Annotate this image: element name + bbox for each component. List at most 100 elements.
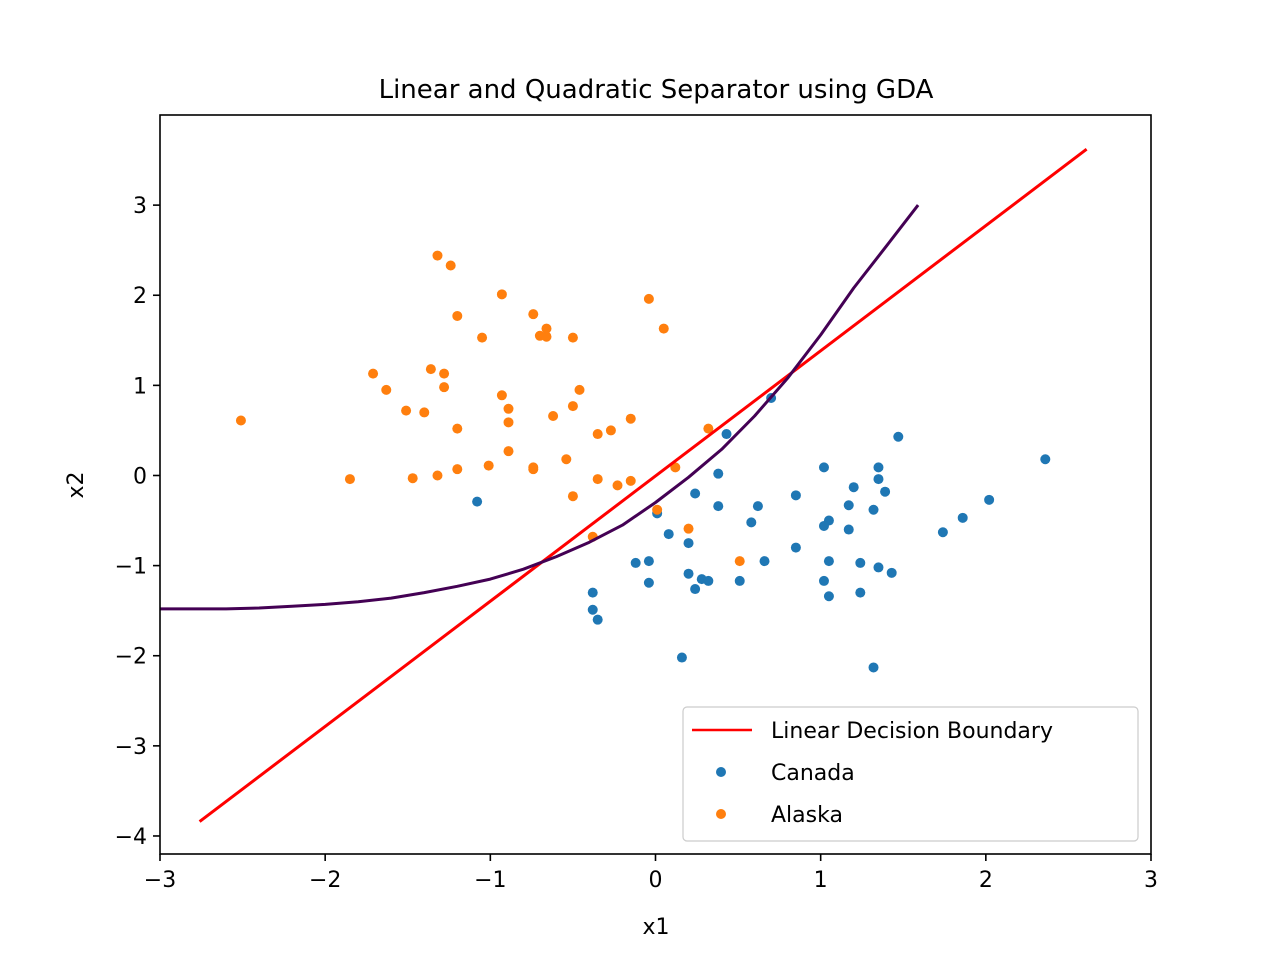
canada-point	[818, 520, 829, 531]
alaska-point	[625, 413, 636, 424]
canada-point	[676, 652, 687, 663]
legend-label-linear: Linear Decision Boundary	[771, 719, 1053, 744]
y-tick-label: −1	[115, 555, 147, 580]
alaska-point	[612, 480, 623, 491]
alaska-point	[452, 464, 463, 475]
alaska-point	[344, 474, 355, 485]
alaska-point	[368, 368, 379, 379]
alaska-point	[407, 473, 418, 484]
alaska-point	[452, 310, 463, 321]
alaska-point	[658, 323, 669, 334]
x-tick-label: −2	[309, 868, 341, 893]
y-tick-label: 3	[133, 194, 147, 219]
canada-point	[873, 462, 884, 473]
alaska-point	[670, 462, 681, 473]
canada-point	[587, 604, 598, 615]
legend-label-alaska: Alaska	[771, 803, 843, 828]
canada-point	[848, 482, 859, 493]
alaska-point	[496, 390, 507, 401]
alaska-point	[445, 260, 456, 271]
canada-point	[893, 431, 904, 442]
canada-point	[873, 562, 884, 573]
canada-point	[790, 542, 801, 553]
canada-point	[818, 462, 829, 473]
x-axis-label: x1	[642, 915, 669, 940]
y-axis-label: x2	[64, 471, 89, 498]
canada-point	[587, 587, 598, 598]
alaska-point	[432, 470, 443, 481]
canada-point	[818, 575, 829, 586]
plot-inner	[160, 148, 1088, 823]
canada-point	[752, 501, 763, 512]
alaska-point	[439, 368, 450, 379]
alaska-point	[567, 332, 578, 343]
x-tick-label: −1	[474, 868, 506, 893]
canada-point	[713, 501, 724, 512]
alaska-point	[574, 384, 585, 395]
canada-point	[713, 468, 724, 479]
canada-point	[855, 557, 866, 568]
canada-point	[855, 587, 866, 598]
legend-marker-alaska	[716, 809, 726, 819]
canada-point	[886, 567, 897, 578]
y-axis: −4 −3 −2 −1 0 1 2 3	[115, 194, 160, 850]
alaska-point	[625, 475, 636, 486]
canada-point	[683, 568, 694, 579]
canada-point	[823, 556, 834, 567]
legend: Linear Decision Boundary Canada Alaska	[682, 706, 1139, 842]
canada-point	[868, 504, 879, 515]
alaska-point	[528, 309, 539, 320]
alaska-point	[592, 429, 603, 440]
x-tick-label: 3	[1144, 868, 1158, 893]
canada-point	[843, 524, 854, 535]
alaska-point	[541, 323, 552, 334]
alaska-point	[567, 401, 578, 412]
alaska-point	[643, 293, 654, 304]
alaska-point	[703, 423, 714, 434]
alaska-point	[567, 491, 578, 502]
alaska-point	[561, 454, 572, 465]
y-tick-label: −2	[115, 645, 147, 670]
y-tick-label: −4	[115, 825, 147, 850]
alaska-point	[734, 556, 745, 567]
canada-point	[690, 488, 701, 499]
alaska-point	[452, 423, 463, 434]
alaska-point	[425, 364, 436, 375]
canada-point	[472, 496, 483, 507]
y-tick-label: 1	[133, 374, 147, 399]
legend-label-canada: Canada	[771, 761, 855, 786]
alaska-point	[503, 417, 514, 428]
canada-point	[880, 486, 891, 497]
chart-title: Linear and Quadratic Separator using GDA	[379, 75, 934, 105]
y-tick-label: 0	[133, 464, 147, 489]
canada-point	[643, 577, 654, 588]
alaska-point	[605, 425, 616, 436]
alaska-point	[503, 446, 514, 457]
alaska-point	[683, 523, 694, 534]
canada-point	[790, 490, 801, 501]
y-tick-label: 2	[133, 284, 147, 309]
alaska-point	[381, 384, 392, 395]
canada-point	[868, 662, 879, 673]
alaska-point	[235, 415, 246, 426]
alaska-point	[541, 331, 552, 342]
canada-point	[957, 512, 968, 523]
canada-point	[643, 556, 654, 567]
series-alaska	[235, 250, 745, 567]
alaska-point	[439, 382, 450, 393]
canada-point	[984, 494, 995, 505]
legend-box	[682, 706, 1139, 842]
x-axis: −3 −2 −1 0 1 2 3	[144, 854, 1158, 893]
x-tick-label: 1	[814, 868, 828, 893]
canada-point	[843, 500, 854, 511]
canada-point	[592, 614, 603, 625]
canada-point	[663, 529, 674, 540]
canada-point	[734, 575, 745, 586]
alaska-point	[477, 332, 488, 343]
alaska-point	[401, 405, 412, 416]
y-tick-label: −3	[115, 735, 147, 760]
canada-point	[630, 557, 641, 568]
alaska-point	[652, 504, 663, 515]
